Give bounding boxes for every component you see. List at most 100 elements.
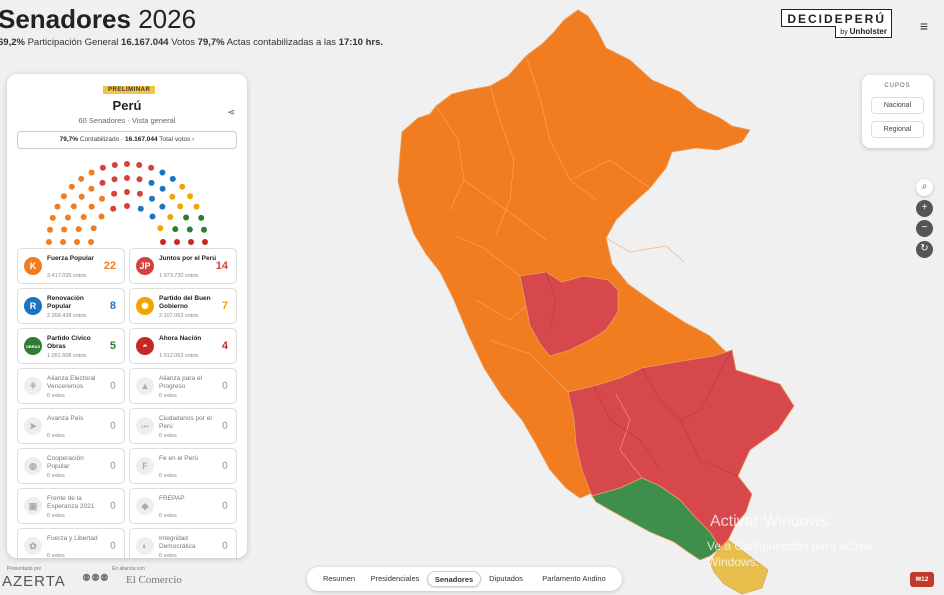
notification-badge[interactable]: ✉12: [910, 572, 934, 587]
party-card[interactable]: ◐ Integridad Democrática 0 votos 0: [129, 528, 237, 558]
brand-logo[interactable]: DECIDEPERÚ: [781, 9, 892, 27]
party-logo-icon: R: [24, 297, 42, 315]
party-votes: 0 votos: [47, 513, 65, 519]
party-seats: 22: [103, 260, 116, 272]
tab-parlamento-andino[interactable]: Parlamento Andino: [542, 574, 606, 583]
party-card[interactable]: K Fuerza Popular 3.417.035 votos 22: [17, 248, 125, 284]
party-logo-icon: JP: [136, 257, 154, 275]
seat-dot: [99, 179, 106, 186]
seat-dot: [183, 214, 190, 221]
seat-dot: [111, 190, 118, 197]
search-icon[interactable]: ⌕: [916, 179, 933, 196]
zoom-out-button[interactable]: −: [916, 220, 933, 237]
preliminary-badge: PRELIMINAR: [103, 86, 156, 94]
seat-dot: [193, 203, 200, 210]
results-panel: PRELIMINAR Perú 60 Senadores · Vista gen…: [7, 74, 247, 558]
reset-view-button[interactable]: ↻: [916, 241, 933, 258]
seat-dot: [148, 164, 155, 171]
party-card[interactable]: ◍ Cooperación Popular 0 votos 0: [17, 448, 125, 484]
party-card[interactable]: ▲ Alianza para el Progreso 0 votos 0: [129, 368, 237, 404]
cupos-title: CUPOS: [884, 83, 911, 89]
hamburger-menu-icon[interactable]: ≡: [919, 18, 928, 34]
seat-dot: [136, 176, 143, 183]
party-votes: 2.107.063 votos: [159, 313, 199, 319]
party-logo-icon: ◐: [136, 537, 154, 555]
seat-dot: [75, 226, 82, 233]
notification-count: 12: [921, 576, 929, 583]
party-logo-icon: ◆: [136, 497, 154, 515]
party-card[interactable]: ◓ Ahora Nación 1.012.063 votos 4: [129, 328, 237, 364]
party-card[interactable]: ◆ FREPAP 0 votos 0: [129, 488, 237, 524]
party-seats: 0: [109, 380, 116, 392]
party-card[interactable]: ➤ Avanza País 0 votos 0: [17, 408, 125, 444]
party-card[interactable]: R Renovación Popular 2.268.438 votos 8: [17, 288, 125, 324]
cupos-national-button[interactable]: Nacional: [871, 97, 924, 114]
party-seats: 0: [221, 500, 228, 512]
party-card[interactable]: F Fe en el Perú 0 votos 0: [129, 448, 237, 484]
title-year: 2026: [138, 4, 197, 34]
map-region-yellow[interactable]: [709, 539, 769, 595]
party-card[interactable]: ▣ Frente de la Esperanza 2021 0 votos 0: [17, 488, 125, 524]
party-name: Partido del Buen Gobierno: [159, 295, 211, 310]
map-region-red-north[interactable]: [519, 271, 619, 357]
party-card[interactable]: ✺ Partido del Buen Gobierno 2.107.063 voto…: [129, 288, 237, 324]
party-logo-icon: F: [136, 457, 154, 475]
party-card[interactable]: CPP Ciudadanos por el Perú 0 votos 0: [129, 408, 237, 444]
total-label: Total votos: [159, 136, 191, 143]
count-summary[interactable]: 79,7% Contabilizado · 16.167.044 Total v…: [17, 131, 237, 149]
tab-resumen[interactable]: Resumen: [322, 574, 356, 583]
counted-pct: 79,7%: [59, 136, 79, 143]
seat-dot: [110, 205, 117, 212]
seat-dot: [98, 213, 105, 220]
party-logo-icon: ▣: [24, 497, 42, 515]
party-card[interactable]: OBRAS Partido Cívico Obras 1.091.608 votos…: [17, 328, 125, 364]
tab-senadores[interactable]: Senadores: [427, 571, 481, 587]
tab-diputados[interactable]: Diputados: [489, 574, 523, 583]
zoom-in-button[interactable]: +: [916, 200, 933, 217]
party-card[interactable]: ⚘ Alianza Electoral Venceremos 0 votos 0: [17, 368, 125, 404]
azerta-logo[interactable]: AZERTA: [2, 573, 66, 590]
participation-pct: 69,2%: [0, 37, 25, 48]
seat-dot: [124, 203, 130, 209]
seat-dot: [68, 183, 75, 190]
party-seats: 0: [221, 380, 228, 392]
party-name: FREPAP: [159, 495, 185, 502]
party-card[interactable]: JP Juntos por el Perú 1.973.720 votos 14: [129, 248, 237, 284]
seat-dot: [78, 193, 85, 200]
party-card[interactable]: ✿ Fuerza y Libertad 0 votos 0: [17, 528, 125, 558]
total-votes: 16.167.044: [125, 136, 158, 143]
seat-dot: [88, 239, 94, 245]
party-seats: 0: [109, 460, 116, 472]
region-borders: [435, 55, 685, 479]
party-votes: 0 votos: [47, 553, 65, 558]
votes-count: 16.167.044: [121, 37, 169, 48]
seat-dot: [159, 203, 166, 210]
brand-by: by Unholster: [835, 26, 892, 38]
seat-dot: [124, 189, 130, 195]
seat-dot: [99, 195, 105, 202]
seat-dot: [201, 226, 207, 233]
tab-presidenciales[interactable]: Presidenciales: [370, 574, 420, 583]
peru-map[interactable]: [380, 0, 810, 595]
seat-dot: [111, 176, 118, 183]
el-comercio-logo[interactable]: El Comercio: [126, 574, 182, 586]
seat-dot: [64, 214, 71, 221]
seat-dot: [179, 183, 186, 190]
section-tabs: Resumen Presidenciales Senadores Diputad…: [307, 567, 622, 591]
partner-people-logo[interactable]: ⚉⚉⚉: [82, 573, 109, 584]
cupos-regional-button[interactable]: Regional: [871, 121, 924, 138]
party-votes: 1.012.063 votos: [159, 353, 199, 359]
map-region-green[interactable]: [591, 477, 721, 561]
actas-label: Actas contabilizadas a las: [226, 37, 337, 48]
seat-dot: [202, 239, 208, 245]
party-seats: 0: [221, 460, 228, 472]
seat-dot: [88, 185, 95, 192]
party-seats: 0: [221, 540, 228, 552]
seat-dot: [157, 225, 164, 232]
seat-dot: [88, 203, 95, 210]
party-logo-icon: ✿: [24, 537, 42, 555]
presented-by-label: Presentado por: [7, 566, 42, 572]
share-icon[interactable]: ⋖: [227, 107, 235, 117]
seat-dot: [47, 226, 53, 233]
party-seats: 0: [109, 420, 116, 432]
